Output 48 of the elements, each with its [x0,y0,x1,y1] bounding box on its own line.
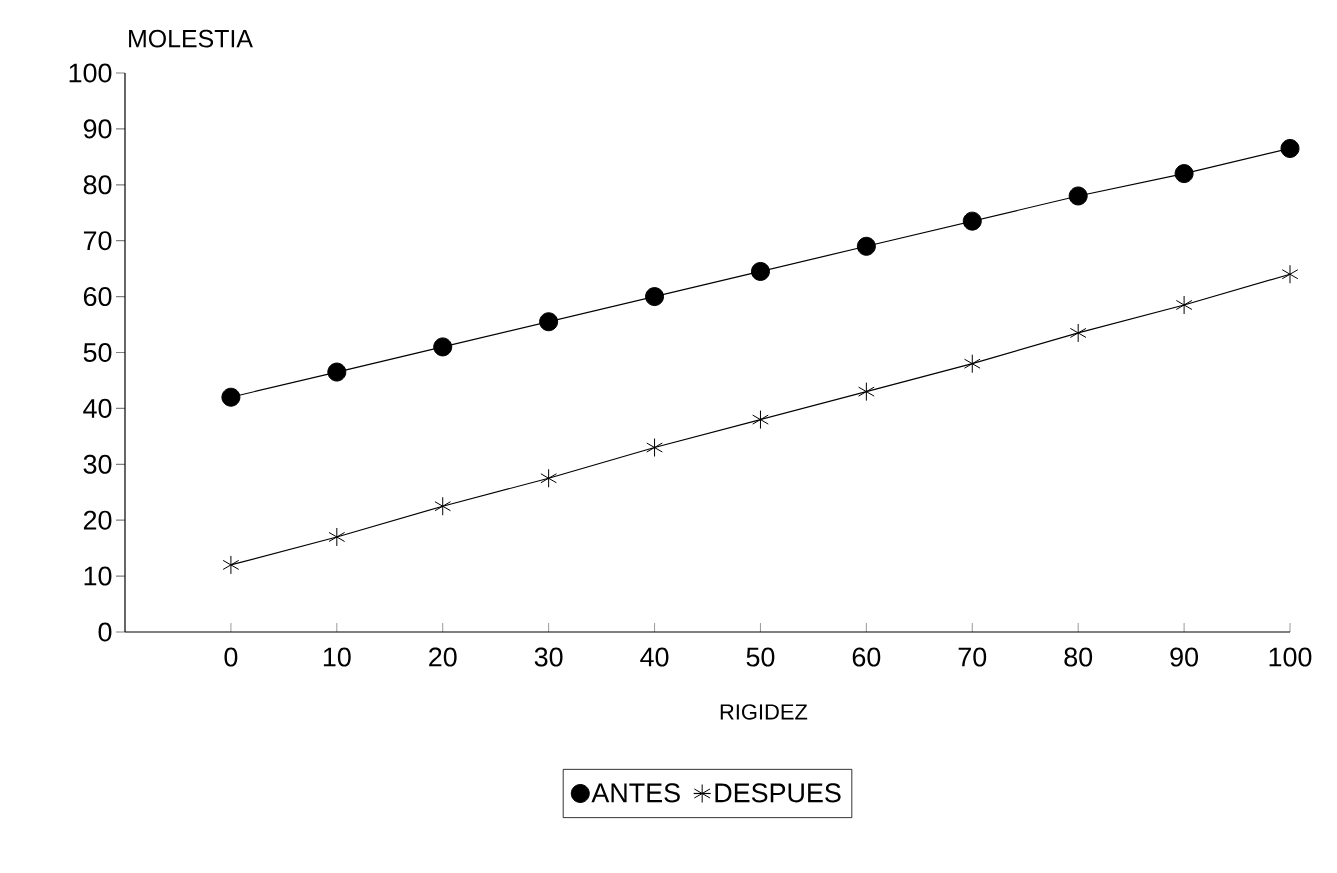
x-axis-title: RIGIDEZ [720,704,808,720]
x-tick-label: 50 [746,647,775,667]
legend-label: ANTES [591,783,680,803]
x-tick-label: 60 [852,647,881,667]
x-tick-label: 20 [429,647,457,667]
point [1175,295,1193,315]
point [433,337,453,357]
x-tick-label: 100 [1269,647,1312,667]
y-tick-label: 100 [69,63,112,83]
point [645,287,665,307]
point [1281,264,1299,284]
y-tick-label: 40 [83,398,112,418]
point [328,527,346,547]
point [962,211,982,231]
point [752,410,769,430]
x-tick-label: 10 [323,647,351,667]
y-tick-label: 50 [83,342,112,363]
y-tick-label: 20 [83,510,112,530]
point [539,312,559,332]
y-tick-label: 70 [83,231,112,251]
point [540,468,557,488]
legend-label: DESPUES [715,783,841,803]
point [858,382,875,402]
point [1174,164,1194,184]
point [434,496,452,516]
point [221,387,241,407]
x-tick-label: 70 [958,647,987,667]
y-tick-label: 90 [83,119,112,139]
x-tick-label: 40 [640,647,669,667]
y-tick-label: 80 [83,175,112,195]
y-axis-title: MOLESTIA [129,29,253,48]
x-tick-label: 90 [1170,647,1198,667]
y-tick-label: 60 [83,287,112,307]
point [327,362,347,382]
x-tick-label: 30 [534,647,563,667]
point [1069,323,1087,343]
point [856,236,876,256]
x-tick-label: 80 [1064,647,1093,667]
point [963,354,981,374]
y-tick-label: 30 [83,454,112,474]
point [646,438,663,458]
point [750,261,770,281]
point [222,555,240,575]
point [1068,186,1088,206]
y-tick-label: 0 [98,622,112,642]
y-tick-label: 10 [84,566,112,586]
point [1280,138,1300,158]
x-tick-label: 0 [224,647,238,667]
